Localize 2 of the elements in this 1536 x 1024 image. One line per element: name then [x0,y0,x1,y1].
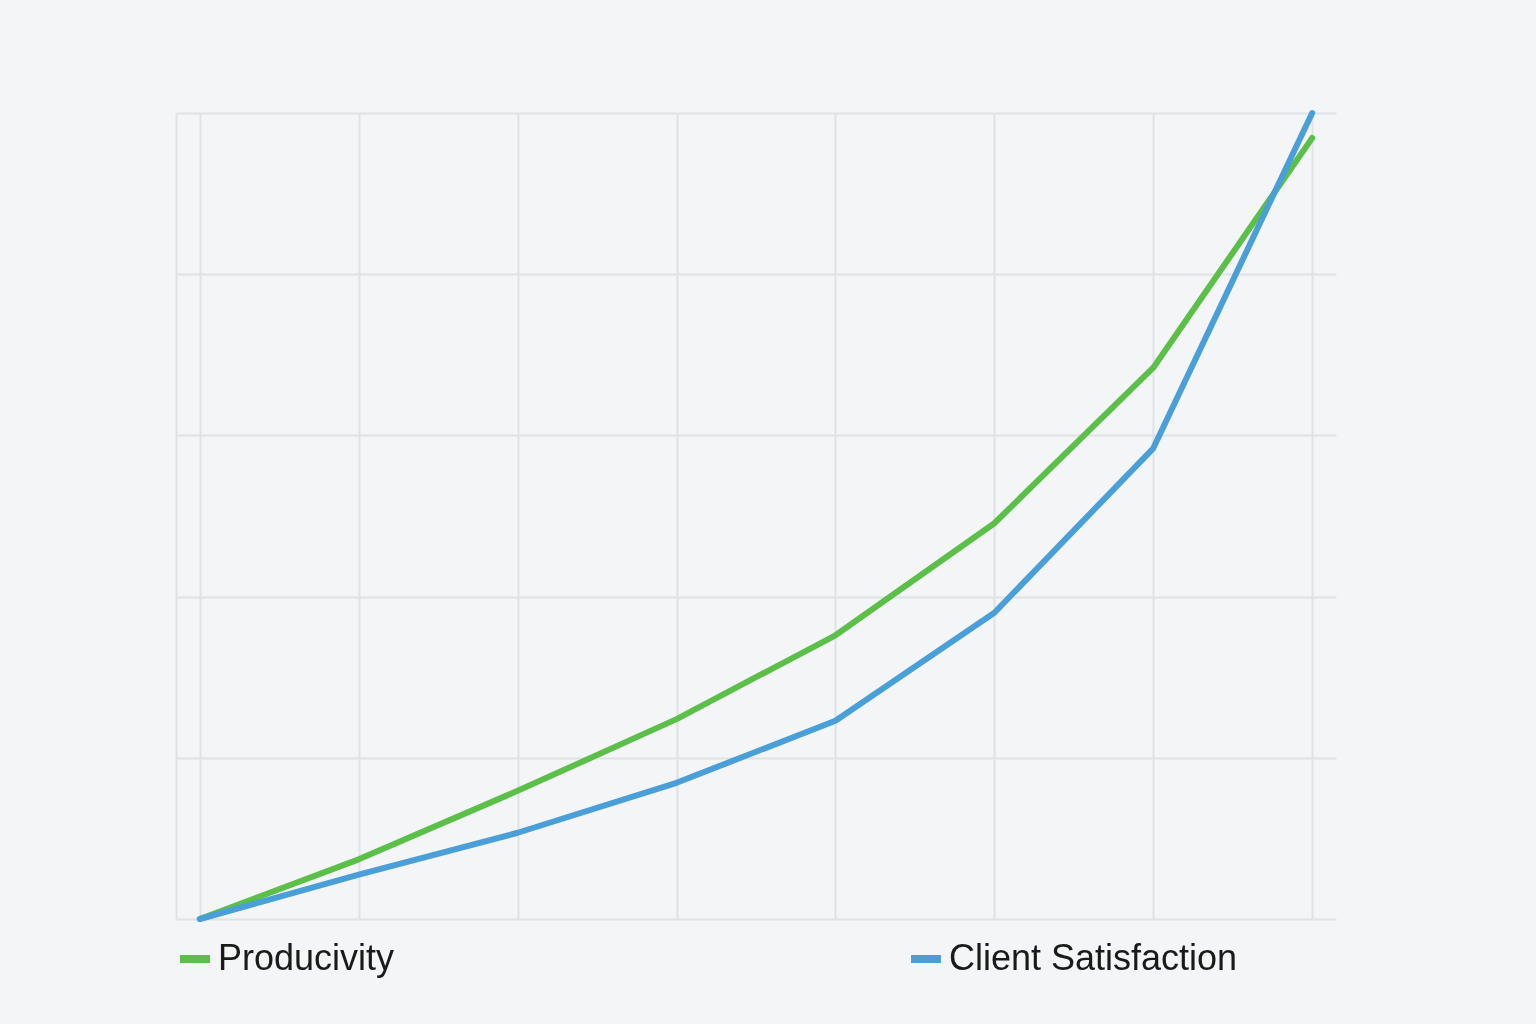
legend-label: Producivity [218,937,395,978]
legend-label: Client Satisfaction [949,937,1238,978]
